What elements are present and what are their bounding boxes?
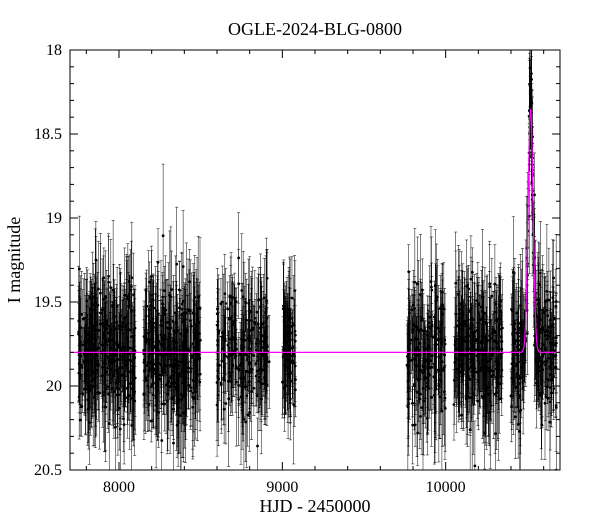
y-tick-label: 18.5 [34,126,62,143]
chart-svg: OGLE-2024-BLG-0800 8000 9000 10000 18 18.5 19 1… [0,0,600,512]
y-tick-label: 18 [46,42,62,59]
y-tick-label: 20 [46,378,62,395]
y-axis-label: I magnitude [4,217,24,303]
x-tick-label: 10000 [426,479,466,496]
x-tick-label: 9000 [266,479,298,496]
x-axis-label: HJD - 2450000 [260,496,371,512]
light-curve-chart: OGLE-2024-BLG-0800 8000 9000 10000 18 18.5 19 1… [0,0,600,512]
y-tick-label: 19 [46,210,62,227]
y-tick-label: 20.5 [34,462,62,479]
data-points-group [77,50,558,470]
chart-title: OGLE-2024-BLG-0800 [228,19,402,39]
x-tick-label: 8000 [103,479,135,496]
y-tick-label: 19.5 [34,294,62,311]
